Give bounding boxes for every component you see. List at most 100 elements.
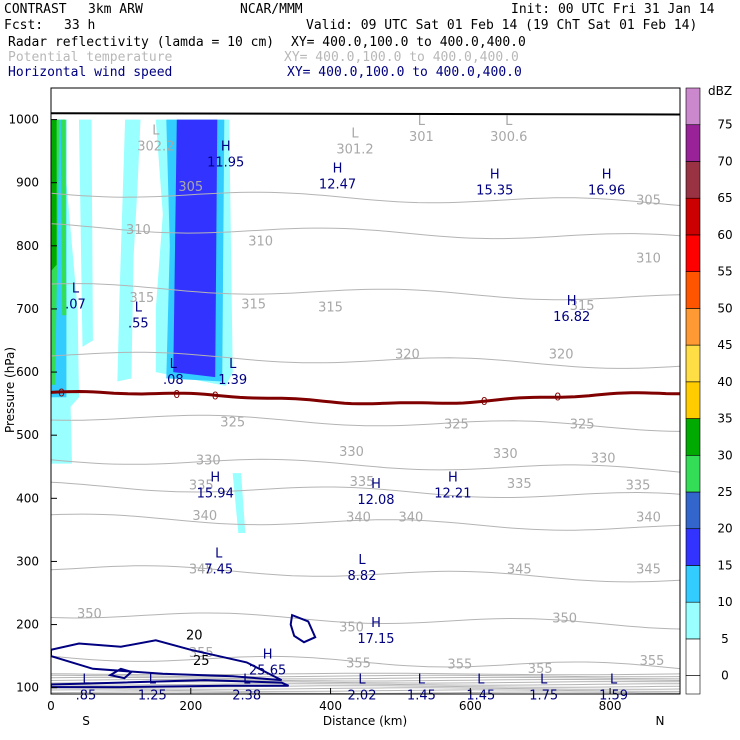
theta-label-325-2: 325	[570, 417, 595, 432]
theta-label-350-2: 350	[552, 611, 577, 626]
field-name-wind: Horizontal wind speed	[8, 65, 173, 80]
colorbar-swatch-10	[685, 565, 701, 603]
colorbar-swatch-60	[685, 197, 701, 236]
field-xy-theta: XY= 400.0,100.0 to 400.0,400.0	[284, 50, 519, 65]
theta-label-310-1: 310	[248, 234, 273, 249]
theta-contour-upper-6	[51, 679, 680, 682]
extremum-type-3: L	[358, 673, 366, 688]
theta-label-345-1: 345	[507, 563, 532, 578]
theta-label-330-3: 330	[591, 452, 616, 467]
y-tick-label-400: 400	[16, 491, 39, 505]
theta-contour-310	[51, 223, 680, 240]
colorbar-swatch-65	[685, 161, 701, 199]
theta-label-355-1: 355	[346, 657, 371, 672]
theta-label-335-3: 335	[626, 479, 651, 494]
extremum-value-13: 12.08	[357, 493, 394, 508]
extremum-value-20: 15.35	[476, 184, 513, 199]
extremum-type-4: L	[418, 673, 426, 688]
extremum-type-23: H	[221, 139, 231, 154]
extremum-type-18: L	[72, 281, 80, 296]
reflectivity-area-10	[60, 119, 67, 316]
colorbar-label-60: 60	[717, 228, 732, 242]
extremum-value-23: 11.95	[207, 155, 244, 170]
theta-label-330-0: 330	[196, 453, 221, 468]
theta-label-315-0: 315	[129, 291, 154, 306]
theta-contour-350	[51, 612, 680, 630]
theta-label-325-1: 325	[444, 417, 469, 432]
extremum-type-15: L	[170, 357, 178, 372]
wind-contour-3	[289, 613, 317, 644]
freezing-label-2: 0	[212, 389, 219, 402]
extremum-type-10: L	[215, 546, 223, 561]
extremum-type-9: H	[371, 616, 381, 631]
theta-label-340-1: 340	[346, 510, 371, 525]
x-tick-label-0: 0	[47, 699, 55, 713]
extremum-value-5: 1.45	[466, 689, 495, 704]
extremum-value-18: .07	[65, 297, 86, 312]
theta-contour-340	[51, 513, 680, 531]
freezing-label-4: 0	[554, 391, 561, 404]
colorbar-swatch-0	[685, 638, 701, 676]
y-tick-label-300: 300	[16, 554, 39, 568]
extremum-value-8: 25.65	[249, 663, 286, 678]
freezing-label-1: 0	[173, 388, 180, 401]
y-tick-label-200: 200	[16, 618, 39, 632]
colorbar-swatch-below	[685, 675, 701, 695]
theta-contour-upper-4	[51, 683, 680, 686]
extremum-type-0: L	[82, 673, 90, 688]
field-name-theta: Potential temperature	[8, 50, 173, 65]
y-tick-label-500: 500	[16, 428, 39, 442]
extremum-type-7: L	[610, 673, 618, 688]
extremum-value-9: 17.15	[357, 632, 394, 647]
extremum-value-14: 12.21	[434, 487, 471, 502]
theta-label-310-0: 310	[126, 223, 151, 238]
colorbar-label-55: 55	[717, 265, 732, 279]
extremum-value-12: 15.94	[197, 487, 234, 502]
extremum-type-26: L	[418, 114, 426, 129]
x-tick-label-600: 600	[459, 699, 482, 713]
theta-contour-355	[51, 655, 680, 670]
y-tick-label-700: 700	[16, 302, 39, 316]
theta-label-320-1: 320	[549, 347, 574, 362]
theta-contour-335	[51, 481, 680, 498]
colorbar-label-70: 70	[717, 154, 732, 168]
extremum-value-21: 16.96	[588, 184, 625, 199]
theta-contour-315	[51, 283, 680, 301]
theta-contour-305	[51, 191, 680, 206]
theta-label-335-1: 335	[350, 475, 375, 490]
extremum-type-13: H	[371, 477, 381, 492]
field-xy-reflectivity: XY= 400.0,100.0 to 400.0,400.0	[291, 35, 526, 50]
extremum-type-19: H	[567, 294, 577, 309]
reflectivity-area-1	[79, 119, 93, 347]
model-name: CONTRAST	[4, 2, 67, 17]
colorbar-swatch-30	[685, 418, 701, 456]
extremum-value-3: 2.02	[348, 689, 377, 704]
theta-label-350-0: 350	[77, 607, 102, 622]
direction-north: N	[656, 714, 665, 728]
reflectivity-area-2	[117, 119, 141, 382]
reflectivity-area-7	[173, 119, 218, 378]
theta-contour-upper-8	[51, 674, 680, 678]
extremum-value-10: 7.45	[204, 562, 233, 577]
colorbar-swatch-35	[685, 381, 701, 419]
valid-time: Valid: 09 UTC Sat 01 Feb 14 (19 ChT Sat …	[306, 18, 698, 33]
extremum-value-1: 1.25	[138, 689, 167, 704]
theta-label-350-1: 350	[339, 621, 364, 636]
extremum-value-0: .85	[76, 689, 97, 704]
y-tick-label-100: 100	[16, 681, 39, 695]
theta-label-305-1: 305	[636, 193, 661, 208]
init-time: Init: 00 UTC Fri 31 Jan 14	[511, 2, 715, 17]
colorbar-label-5: 5	[721, 632, 729, 646]
colorbar-label-50: 50	[717, 301, 732, 315]
theta-label-305-0: 305	[178, 180, 203, 195]
colorbar-label-35: 35	[717, 412, 732, 426]
extremum-type-22: H	[333, 161, 343, 176]
freezing-label-0: 0	[58, 386, 65, 399]
theta-contour-upper-9	[51, 672, 680, 676]
theta-contour-upper-7	[51, 676, 680, 680]
colorbar-swatch-70	[685, 124, 701, 162]
extremum-type-16: L	[229, 357, 237, 372]
theta-label-355-3: 355	[528, 662, 553, 677]
freezing-level-contour	[51, 389, 680, 406]
